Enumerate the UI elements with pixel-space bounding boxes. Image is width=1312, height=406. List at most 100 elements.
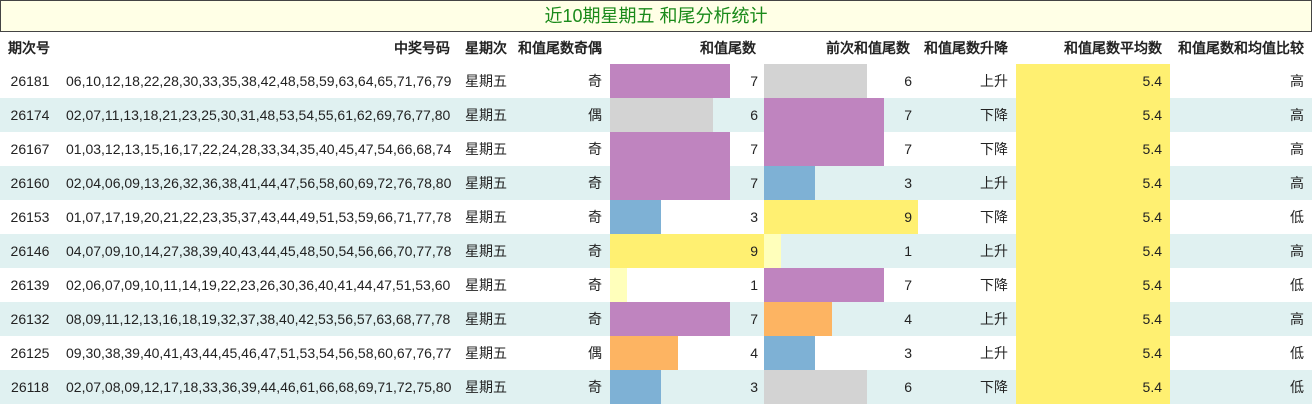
prev-tail-cell: 6: [764, 64, 918, 98]
numbers-cell: 09,30,38,39,40,41,43,44,45,46,47,51,53,5…: [60, 336, 458, 370]
tail-cell: 9: [610, 234, 764, 268]
avg-cell: 5.4: [1016, 234, 1170, 268]
prev-tail-cell: 7: [764, 98, 918, 132]
avg-cell: 5.4: [1016, 302, 1170, 336]
header-row: 期次号 中奖号码 星期次 和值尾数奇偶 和值尾数 前次和值尾数 和值尾数升降 和…: [0, 32, 1312, 64]
numbers-cell: 01,07,17,19,20,21,22,23,35,37,43,44,49,5…: [60, 200, 458, 234]
header-trend: 和值尾数升降: [918, 32, 1016, 64]
tail-cell-bar: [610, 98, 713, 132]
table-row: 26153 01,07,17,19,20,21,22,23,35,37,43,44…: [0, 200, 1312, 234]
tail-cell-value: 3: [750, 209, 758, 225]
tail-cell: 7: [610, 64, 764, 98]
compare-cell: 低: [1170, 370, 1312, 404]
numbers-cell: 08,09,11,12,13,16,18,19,32,37,38,40,42,5…: [60, 302, 458, 336]
prev-tail-cell: 9: [764, 200, 918, 234]
prev-tail-cell: 7: [764, 268, 918, 302]
tail-cell: 7: [610, 132, 764, 166]
tail-cell-bar: [610, 132, 730, 166]
prev-tail-cell-value: 9: [904, 209, 912, 225]
prev-tail-cell-value: 3: [904, 345, 912, 361]
compare-cell: 高: [1170, 302, 1312, 336]
tail-cell: 3: [610, 200, 764, 234]
header-parity: 和值尾数奇偶: [514, 32, 610, 64]
issue-cell: 26125: [0, 336, 60, 370]
issue-cell: 26174: [0, 98, 60, 132]
tail-cell-value: 6: [750, 107, 758, 123]
parity-cell: 偶: [514, 336, 610, 370]
issue-cell: 26132: [0, 302, 60, 336]
tail-cell-value: 7: [750, 73, 758, 89]
weekday-cell: 星期五: [458, 166, 514, 200]
numbers-cell: 06,10,12,18,22,28,30,33,35,38,42,48,58,5…: [60, 64, 458, 98]
avg-cell: 5.4: [1016, 268, 1170, 302]
compare-cell: 高: [1170, 234, 1312, 268]
prev-tail-cell-bar: [764, 336, 816, 370]
header-issue: 期次号: [0, 32, 60, 64]
prev-tail-cell-bar: [764, 98, 884, 132]
trend-cell: 下降: [918, 200, 1016, 234]
tail-cell-value: 1: [750, 277, 758, 293]
tail-cell: 3: [610, 370, 764, 404]
table-row: 26139 02,06,07,09,10,11,14,19,22,23,26,30…: [0, 268, 1312, 302]
avg-cell: 5.4: [1016, 64, 1170, 98]
prev-tail-cell: 7: [764, 132, 918, 166]
trend-cell: 下降: [918, 370, 1016, 404]
weekday-cell: 星期五: [458, 268, 514, 302]
tail-cell: 7: [610, 302, 764, 336]
header-tail: 和值尾数: [610, 32, 764, 64]
prev-tail-cell-value: 1: [904, 243, 912, 259]
avg-cell: 5.4: [1016, 98, 1170, 132]
parity-cell: 奇: [514, 200, 610, 234]
tail-cell-bar: [610, 302, 730, 336]
trend-cell: 下降: [918, 268, 1016, 302]
tail-cell-bar: [610, 336, 679, 370]
tail-cell-value: 7: [750, 175, 758, 191]
prev-tail-cell-value: 6: [904, 379, 912, 395]
issue-cell: 26167: [0, 132, 60, 166]
trend-cell: 上升: [918, 234, 1016, 268]
trend-cell: 下降: [918, 132, 1016, 166]
tail-cell-bar: [610, 200, 662, 234]
tail-cell-value: 3: [750, 379, 758, 395]
trend-cell: 上升: [918, 64, 1016, 98]
prev-tail-cell-value: 6: [904, 73, 912, 89]
weekday-cell: 星期五: [458, 302, 514, 336]
analysis-table: 期次号 中奖号码 星期次 和值尾数奇偶 和值尾数 前次和值尾数 和值尾数升降 和…: [0, 32, 1312, 404]
tail-cell-bar: [610, 234, 764, 268]
parity-cell: 奇: [514, 302, 610, 336]
prev-tail-cell-bar: [764, 302, 833, 336]
tail-cell-bar: [610, 268, 628, 302]
tail-cell-bar: [610, 166, 730, 200]
tail-cell: 4: [610, 336, 764, 370]
header-compare: 和值尾数和均值比较: [1170, 32, 1312, 64]
prev-tail-cell-value: 4: [904, 311, 912, 327]
avg-cell: 5.4: [1016, 370, 1170, 404]
prev-tail-cell-bar: [764, 64, 867, 98]
prev-tail-cell-bar: [764, 132, 884, 166]
prev-tail-cell: 3: [764, 166, 918, 200]
weekday-cell: 星期五: [458, 370, 514, 404]
numbers-cell: 02,07,11,13,18,21,23,25,30,31,48,53,54,5…: [60, 98, 458, 132]
compare-cell: 高: [1170, 166, 1312, 200]
numbers-cell: 02,06,07,09,10,11,14,19,22,23,26,30,36,4…: [60, 268, 458, 302]
prev-tail-cell-value: 7: [904, 107, 912, 123]
numbers-cell: 02,07,08,09,12,17,18,33,36,39,44,46,61,6…: [60, 370, 458, 404]
table-row: 26125 09,30,38,39,40,41,43,44,45,46,47,51…: [0, 336, 1312, 370]
weekday-cell: 星期五: [458, 336, 514, 370]
tail-cell: 1: [610, 268, 764, 302]
parity-cell: 奇: [514, 166, 610, 200]
compare-cell: 高: [1170, 132, 1312, 166]
prev-tail-cell-bar: [764, 234, 782, 268]
tail-cell-value: 9: [750, 243, 758, 259]
header-avg: 和值尾数平均数: [1016, 32, 1170, 64]
table-row: 26181 06,10,12,18,22,28,30,33,35,38,42,48…: [0, 64, 1312, 98]
issue-cell: 26146: [0, 234, 60, 268]
tail-cell-bar: [610, 370, 662, 404]
prev-tail-cell-bar: [764, 268, 884, 302]
avg-cell: 5.4: [1016, 166, 1170, 200]
page-title: 近10期星期五 和尾分析统计: [0, 0, 1312, 32]
header-numbers: 中奖号码: [60, 32, 458, 64]
prev-tail-cell-value: 3: [904, 175, 912, 191]
compare-cell: 高: [1170, 64, 1312, 98]
table-body: 26181 06,10,12,18,22,28,30,33,35,38,42,48…: [0, 64, 1312, 404]
